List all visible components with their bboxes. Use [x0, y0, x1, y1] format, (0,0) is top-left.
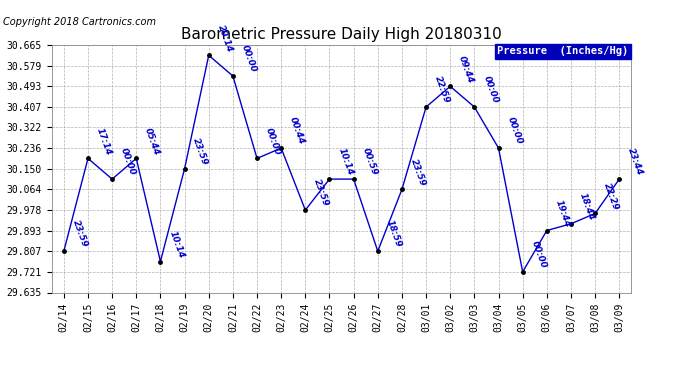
Text: 23:44: 23:44 [627, 147, 644, 177]
Text: 00:00: 00:00 [482, 75, 500, 105]
Text: 00:00: 00:00 [530, 240, 548, 270]
Text: 10:14: 10:14 [337, 147, 355, 177]
Text: 17:14: 17:14 [95, 126, 113, 156]
Text: 23:59: 23:59 [71, 219, 89, 249]
Text: 18:59: 18:59 [385, 219, 403, 249]
Text: 23:59: 23:59 [313, 178, 331, 208]
Text: 20:14: 20:14 [216, 23, 234, 53]
Text: 00:00: 00:00 [264, 126, 282, 156]
Text: 00:00: 00:00 [506, 116, 524, 146]
Text: 00:00: 00:00 [240, 44, 258, 74]
Text: 00:00: 00:00 [119, 147, 137, 177]
Text: 05:44: 05:44 [144, 126, 161, 156]
Text: 22:29: 22:29 [602, 181, 620, 211]
Text: 00:59: 00:59 [361, 147, 379, 177]
Title: Barometric Pressure Daily High 20180310: Barometric Pressure Daily High 20180310 [181, 27, 502, 42]
Text: Pressure  (Inches/Hg): Pressure (Inches/Hg) [497, 46, 629, 56]
Text: 19:44: 19:44 [554, 198, 572, 228]
Text: 10:14: 10:14 [168, 230, 186, 260]
Text: 00:44: 00:44 [288, 116, 306, 146]
Text: 22:59: 22:59 [433, 75, 451, 105]
Text: 23:59: 23:59 [192, 136, 210, 166]
Text: 09:44: 09:44 [457, 54, 475, 84]
Text: 23:59: 23:59 [409, 157, 427, 187]
Text: 18:44: 18:44 [578, 192, 596, 222]
Text: Copyright 2018 Cartronics.com: Copyright 2018 Cartronics.com [3, 17, 157, 27]
